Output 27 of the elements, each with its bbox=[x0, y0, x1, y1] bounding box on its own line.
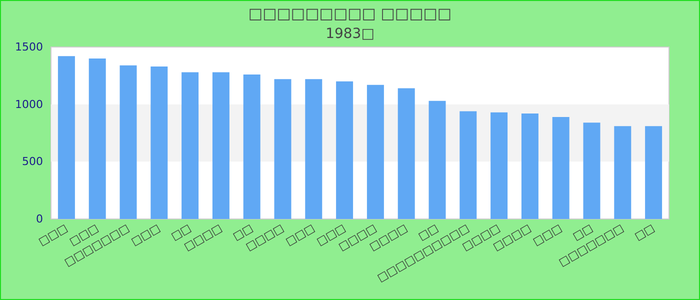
bar bbox=[212, 72, 230, 219]
y-tick-label: 1500 bbox=[15, 40, 43, 54]
bar bbox=[120, 65, 137, 219]
bar bbox=[243, 74, 260, 219]
y-tick-label: 1000 bbox=[15, 98, 43, 111]
bar bbox=[552, 116, 570, 219]
bar bbox=[366, 84, 384, 219]
x-tick-label: □□ bbox=[632, 221, 657, 244]
y-tick-label: 0 bbox=[36, 212, 43, 226]
chart-subtitle: 1983□ bbox=[326, 26, 374, 42]
bar bbox=[398, 88, 415, 219]
bar bbox=[428, 100, 446, 219]
bar bbox=[150, 66, 168, 219]
bar bbox=[490, 112, 508, 219]
bar bbox=[583, 122, 600, 219]
bar bbox=[521, 114, 538, 219]
bar bbox=[460, 111, 477, 219]
bar bbox=[182, 72, 199, 219]
bar bbox=[336, 81, 354, 219]
bar bbox=[274, 79, 292, 219]
bar bbox=[305, 79, 322, 219]
bar bbox=[88, 58, 106, 219]
bar bbox=[645, 126, 662, 219]
bar bbox=[614, 126, 632, 219]
y-tick-label: 500 bbox=[22, 155, 43, 168]
chart-title: □□□□□□□□□ □□□□□ bbox=[248, 4, 452, 22]
bar bbox=[58, 56, 75, 219]
